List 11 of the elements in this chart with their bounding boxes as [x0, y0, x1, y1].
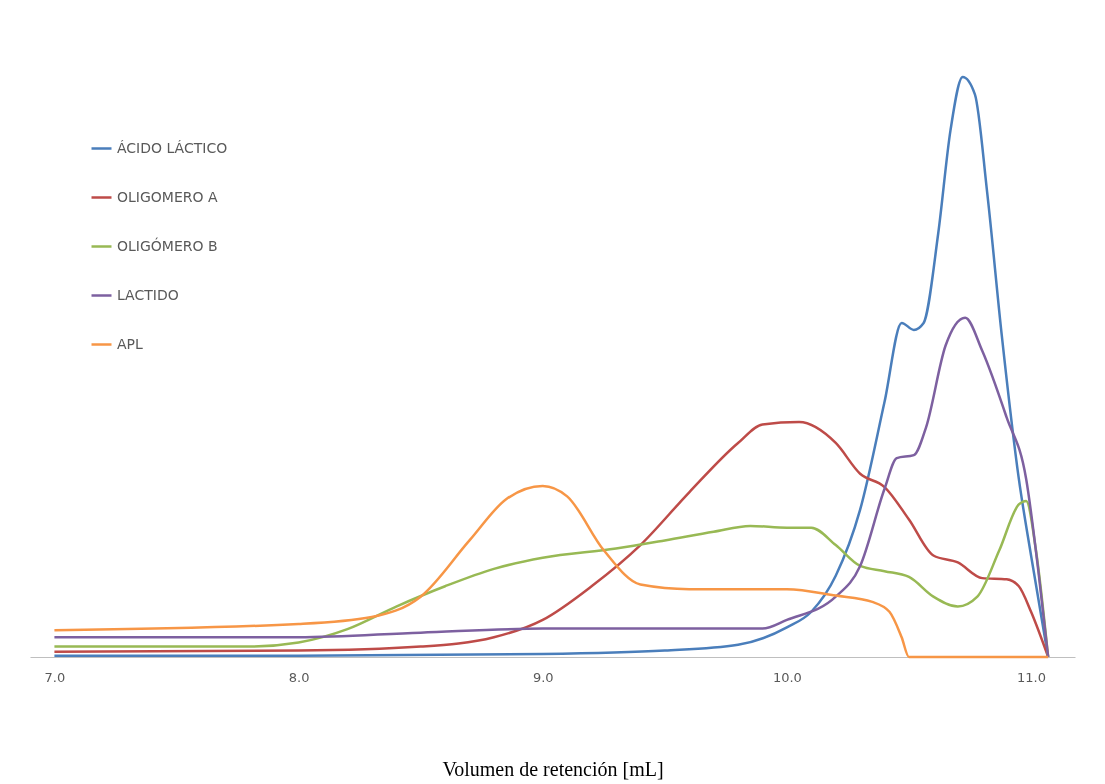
x-tick-label: 10.0: [772, 669, 802, 685]
legend-label: ÁCIDO LÁCTICO: [117, 139, 228, 156]
legend-label: LACTIDO: [117, 286, 179, 303]
legend-label: OLIGÓMERO B: [117, 236, 218, 254]
x-axis-title: Volumen de retención [mL]: [442, 757, 664, 780]
legend-label: OLIGOMERO A: [117, 188, 218, 205]
x-tick-label: 7.0: [44, 669, 66, 685]
x-tick-label: 8.0: [288, 669, 310, 685]
legend-label: APL: [117, 335, 144, 352]
x-tick-label: 9.0: [532, 669, 554, 685]
x-tick-label: 11.0: [1017, 669, 1047, 685]
